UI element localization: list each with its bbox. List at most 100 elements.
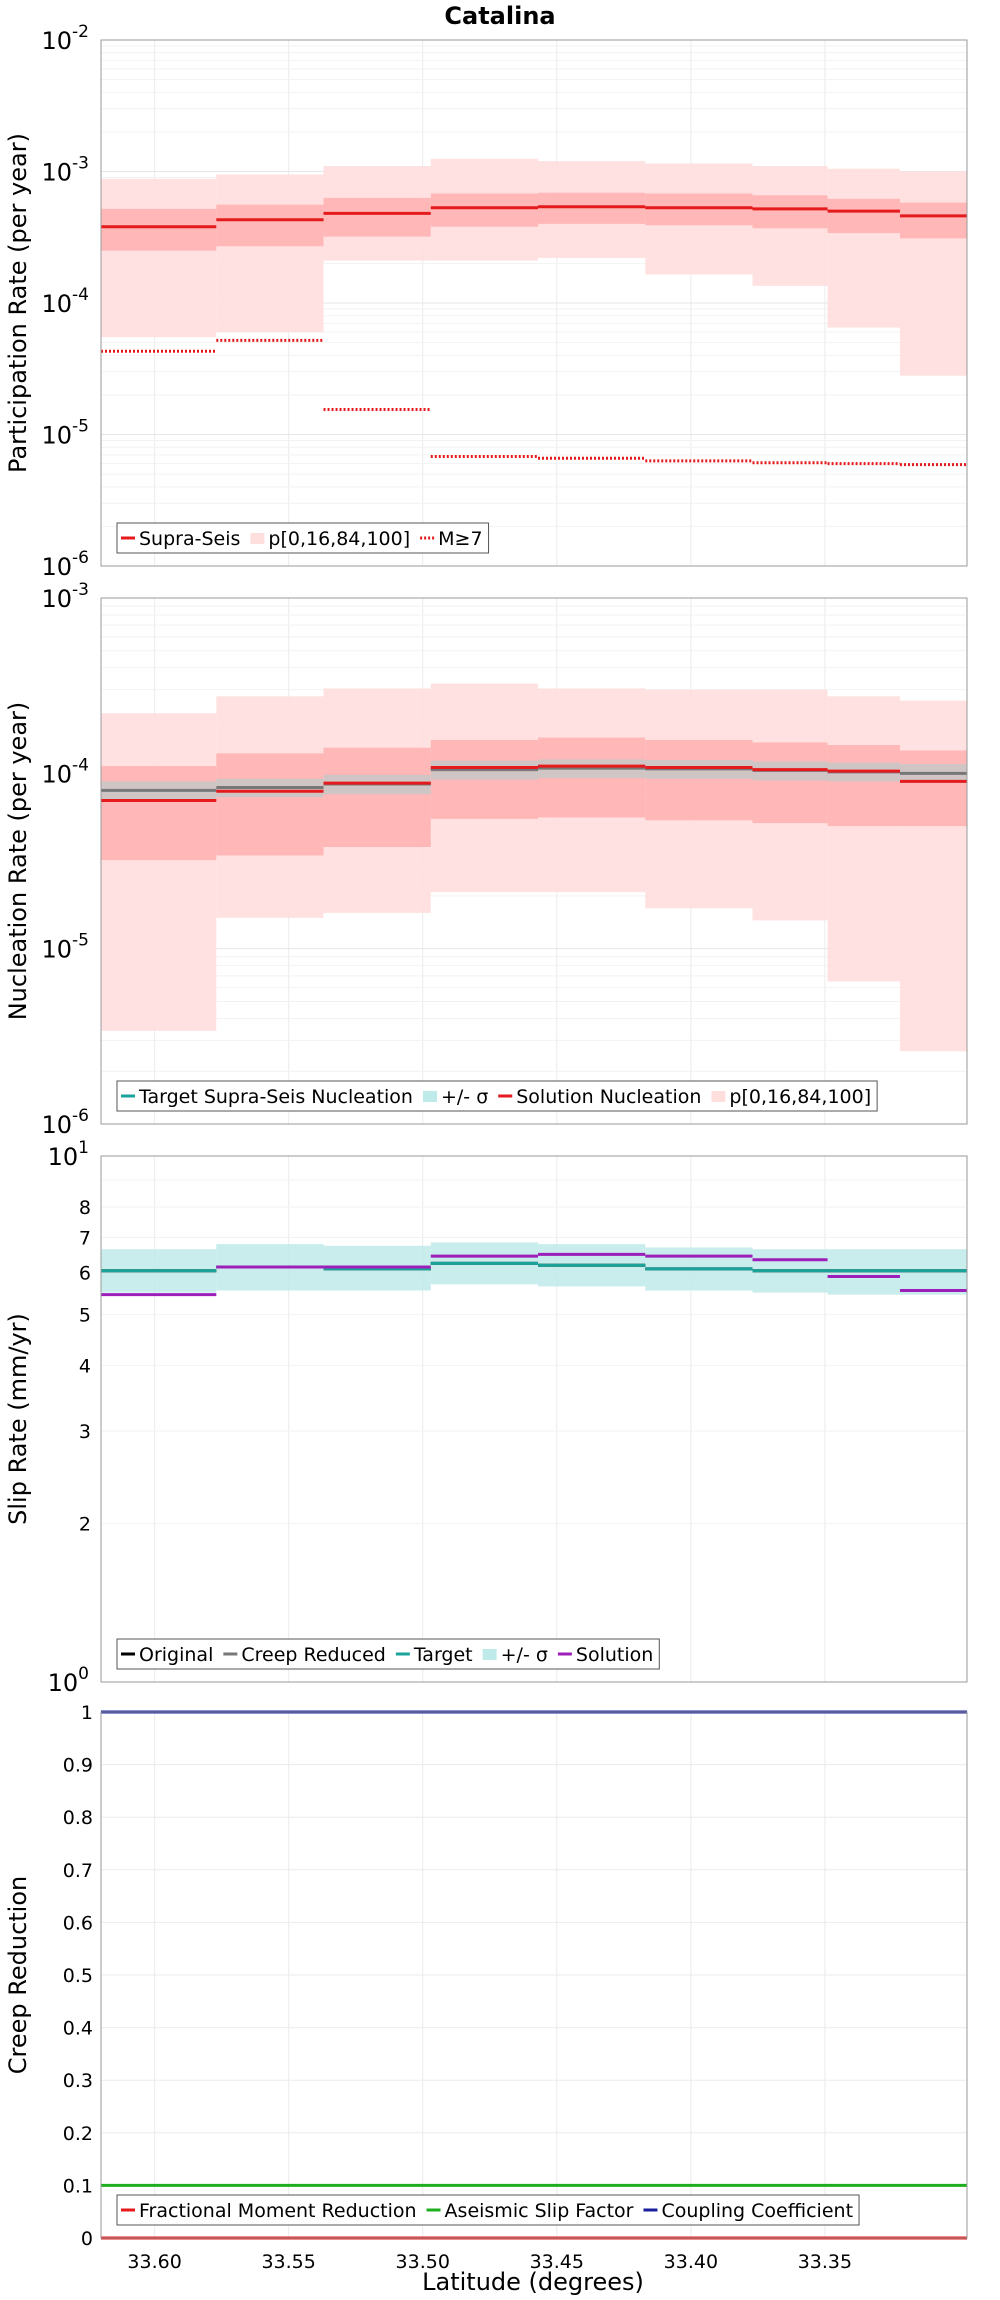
y-tick-label: 0.7 — [63, 1860, 93, 1882]
band-bar — [827, 168, 900, 328]
legend-label: Original — [139, 1644, 213, 1666]
legend: Original Creep Reduced Target +/- σ Solution — [116, 1638, 660, 1670]
y-tick-label: 10-4 — [42, 755, 90, 788]
band-bar — [538, 192, 646, 224]
x-tick-label: 33.55 — [261, 2251, 315, 2273]
legend-swatch — [422, 1091, 437, 1102]
y-minor-tick-label: 2 — [79, 1514, 91, 1536]
band-bar — [216, 753, 324, 856]
legend-frame — [116, 2194, 860, 2226]
legend-swatch — [482, 1649, 497, 1660]
band-bar — [101, 713, 217, 1031]
band-bar — [323, 747, 431, 848]
legend-label: Target — [413, 1644, 473, 1666]
band-bar — [827, 696, 900, 982]
y-tick-label: 10-2 — [42, 22, 90, 55]
band-bar — [101, 208, 217, 251]
band-bar — [899, 202, 967, 239]
x-tick-label: 33.40 — [664, 2251, 718, 2273]
legend-label: Target Supra-Seis Nucleation — [138, 1086, 413, 1108]
legend-label: Fractional Moment Reduction — [139, 2200, 417, 2222]
band-p16-84 — [101, 192, 967, 251]
plot-area — [101, 1156, 967, 1682]
band-bar — [752, 195, 828, 229]
band-bar — [645, 739, 753, 821]
legend-swatch — [250, 533, 265, 544]
y-tick-labels: 10-6 10-5 10-4 10-3 — [42, 580, 90, 1139]
chart-title: Catalina — [444, 2, 555, 30]
x-tick-label: 33.50 — [396, 2251, 450, 2273]
x-tick-label: 33.35 — [798, 2251, 852, 2273]
y-minor-tick-label: 8 — [79, 1197, 91, 1219]
legend-label: M≥7 — [438, 528, 482, 550]
band-bar — [101, 178, 217, 338]
y-tick-label: 0.4 — [63, 2018, 93, 2040]
band-bar — [101, 766, 217, 861]
y-axis-label: Creep Reduction — [4, 1876, 32, 2074]
band-bar — [216, 204, 324, 247]
plot-frame — [100, 597, 968, 1125]
y-tick-label: 101 — [48, 1138, 89, 1171]
legend-items: Fractional Moment Reduction Aseismic Slip… — [121, 2200, 853, 2222]
plot-frame — [100, 1155, 968, 1683]
legend-label: +/- σ — [501, 1644, 548, 1666]
y-tick-label: 0 — [81, 2228, 93, 2250]
y-tick-label: 10-6 — [42, 1106, 90, 1139]
band-bar — [899, 171, 967, 376]
y-tick-label: 1 — [81, 1702, 93, 1724]
series-supra-seis — [101, 205, 967, 229]
y-tick-label: 0.5 — [63, 1965, 93, 1987]
y-tick-label: 10-3 — [42, 154, 90, 187]
y-minor-tick-label: 5 — [79, 1304, 91, 1326]
legend-label: p[0,16,84,100] — [268, 528, 410, 550]
plot-frame — [100, 1711, 968, 2239]
band-bar — [323, 197, 431, 237]
series-m-7 — [101, 338, 967, 467]
legend-items: Original Creep Reduced Target +/- σ Solution — [121, 1644, 653, 1666]
legend-frame — [116, 1080, 878, 1112]
legend: Supra-Seis p[0,16,84,100] M≥7 — [116, 522, 490, 554]
band-bar — [216, 174, 324, 333]
y-tick-label: 0.6 — [63, 1912, 93, 1934]
y-tick-label: 10-4 — [42, 285, 90, 318]
y-tick-labels: 10-6 10-5 10-4 10-3 10-2 — [42, 22, 90, 581]
y-minor-tick-label: 3 — [79, 1421, 91, 1443]
legend-label: Supra-Seis — [139, 528, 240, 550]
legend-label: Creep Reduced — [241, 1644, 385, 1666]
legend-items: Supra-Seis p[0,16,84,100] M≥7 — [121, 528, 483, 550]
y-tick-label: 0.2 — [63, 2123, 93, 2145]
y-tick-label: 100 — [48, 1664, 89, 1697]
plot-frame — [100, 39, 968, 567]
x-tick-label: 33.45 — [530, 2251, 584, 2273]
y-tick-label: 10-5 — [42, 417, 90, 450]
panels: 10-6 10-5 10-4 10-3 10-2 Participation Rate (… — [4, 22, 968, 2273]
y-minor-tick-label: 4 — [79, 1355, 91, 1377]
y-tick-label: 10-6 — [42, 548, 90, 581]
x-axis-label: Latitude (degrees) — [422, 2268, 644, 2296]
y-tick-labels: 101 100 2 3 4 5 6 7 8 — [48, 1138, 91, 1697]
legend-label: p[0,16,84,100] — [729, 1086, 871, 1108]
panel-2: 10-6 10-5 10-4 10-3 Nucleation Rate (per yea… — [4, 580, 968, 1139]
band-p0-100 — [101, 158, 967, 376]
y-axis-label: Slip Rate (mm/yr) — [4, 1313, 32, 1525]
band-bar — [752, 742, 828, 824]
y-minor-tick-label: 6 — [79, 1263, 91, 1285]
band-bar — [899, 750, 967, 827]
x-tick-label: 33.60 — [127, 2251, 181, 2273]
y-minor-tick-label: 7 — [79, 1227, 91, 1249]
y-tick-label: 0.3 — [63, 2070, 93, 2092]
band-bar — [645, 193, 753, 226]
y-axis-label: Nucleation Rate (per year) — [4, 702, 32, 1021]
legend-items: Target Supra-Seis Nucleation +/- σ Solutio… — [121, 1086, 871, 1108]
y-tick-label: 0.8 — [63, 1807, 93, 1829]
panel-1: 10-6 10-5 10-4 10-3 10-2 Participation Rate (… — [4, 22, 968, 581]
legend-label: Solution — [576, 1644, 653, 1666]
series-solution — [101, 1252, 967, 1297]
band-bar — [827, 198, 900, 234]
gridlines — [101, 598, 967, 1125]
y-tick-label: 0.1 — [63, 2175, 93, 2197]
legend: Target Supra-Seis Nucleation +/- σ Solutio… — [116, 1080, 878, 1112]
x-tick-labels: 33.60 33.55 33.50 33.45 33.40 33.35 — [127, 2251, 852, 2273]
y-tick-label: 0.9 — [63, 1755, 93, 1777]
